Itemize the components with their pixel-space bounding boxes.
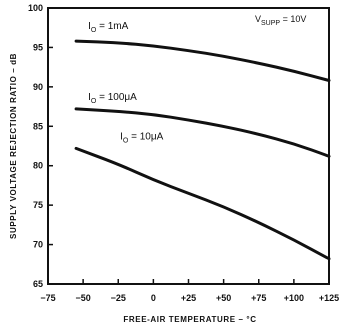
- y-tick-label: 75: [33, 200, 43, 210]
- x-tick-label: +100: [284, 293, 304, 303]
- x-tick-label: −50: [75, 293, 90, 303]
- series-line: [74, 146, 331, 261]
- y-axis-title: SUPPLY VOLTAGE REJECTION RATIO – dB: [9, 53, 18, 239]
- x-tick-label: 0: [151, 293, 156, 303]
- y-tick-label: 85: [33, 121, 43, 131]
- supply-voltage-annotation: VSUPP = 10V: [255, 14, 306, 27]
- x-tick-label: −25: [111, 293, 126, 303]
- series-line: [74, 39, 331, 82]
- series-lines: [74, 39, 331, 261]
- y-tick-label: 100: [28, 3, 43, 13]
- series-label: IO = 1mA: [88, 21, 129, 34]
- y-tick-label: 90: [33, 82, 43, 92]
- x-tick-label: −75: [40, 293, 55, 303]
- y-tick-label: 65: [33, 279, 43, 289]
- x-tick-label: +125: [319, 293, 339, 303]
- y-tick-label: 80: [33, 161, 43, 171]
- x-tick-label: +50: [216, 293, 231, 303]
- series-line: [74, 107, 331, 158]
- series-label: IO = 100μA: [88, 92, 137, 105]
- series-labels: IO = 1mA IO = 100μA IO = 10μA: [88, 21, 164, 144]
- x-tick-label: +75: [251, 293, 266, 303]
- series-label: IO = 10μA: [120, 131, 164, 144]
- y-tick-label: 70: [33, 240, 43, 250]
- x-tick-label: +25: [181, 293, 196, 303]
- x-axis-title: FREE-AIR TEMPERATURE – °C: [123, 315, 256, 324]
- y-tick-label: 95: [33, 42, 43, 52]
- axis-ticks: 65 70 75 80 85 90 95 100 −75 −50 −25 0 +25 +50 +75 +100…: [28, 3, 339, 303]
